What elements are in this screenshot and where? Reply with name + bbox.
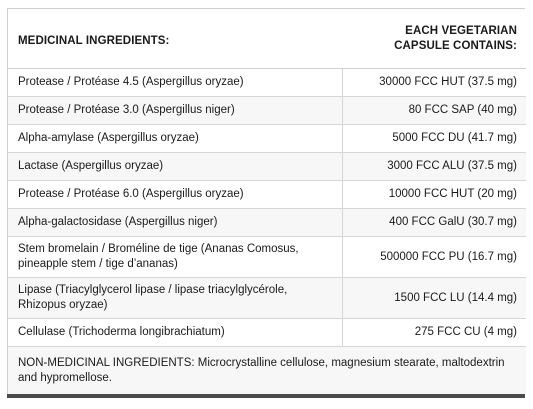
header-each-capsule-contains: EACH VEGETARIAN CAPSULE CONTAINS: <box>342 9 526 69</box>
table-row: Alpha-amylase (Aspergillus oryzae) 5000 … <box>8 124 526 153</box>
ingredient-amount: 1500 FCC LU (14.4 mg) <box>342 277 526 319</box>
non-medicinal-row: NON-MEDICINAL INGREDIENTS: Microcrystall… <box>8 346 526 394</box>
ingredient-amount: 80 FCC SAP (40 mg) <box>342 96 526 125</box>
ingredients-table: MEDICINAL INGREDIENTS: EACH VEGETARIAN C… <box>8 9 526 394</box>
table-row: Lipase (Triacylglycerol lipase / lipase … <box>8 277 526 319</box>
ingredient-name: Protease / Protéase 3.0 (Aspergillus nig… <box>8 96 343 125</box>
header-medicinal-ingredients: MEDICINAL INGREDIENTS: <box>8 9 342 69</box>
ingredient-name: Lipase (Triacylglycerol lipase / lipase … <box>8 277 343 319</box>
table-row: Alpha-galactosidase (Aspergillus niger) … <box>8 208 526 237</box>
ingredient-amount: 400 FCC GalU (30.7 mg) <box>342 208 526 237</box>
ingredient-amount: 30000 FCC HUT (37.5 mg) <box>342 68 526 97</box>
ingredient-name: Lactase (Aspergillus oryzae) <box>8 152 343 181</box>
table-row: Cellulase (Trichoderma longibrachiatum) … <box>8 318 526 347</box>
ingredient-name: Alpha-galactosidase (Aspergillus niger) <box>8 208 343 237</box>
ingredient-amount: 500000 FCC PU (16.7 mg) <box>342 236 526 278</box>
ingredients-table-container: MEDICINAL INGREDIENTS: EACH VEGETARIAN C… <box>7 8 526 396</box>
table-row: Protease / Protéase 4.5 (Aspergillus ory… <box>8 68 526 97</box>
non-medicinal-ingredients: NON-MEDICINAL INGREDIENTS: Microcrystall… <box>8 346 526 394</box>
bottom-divider <box>7 394 525 398</box>
table-row: Protease / Protéase 6.0 (Aspergillus ory… <box>8 180 526 209</box>
table-header-row: MEDICINAL INGREDIENTS: EACH VEGETARIAN C… <box>8 9 526 69</box>
ingredient-amount: 275 FCC CU (4 mg) <box>342 318 526 347</box>
ingredient-name: Alpha-amylase (Aspergillus oryzae) <box>8 124 343 153</box>
ingredient-amount: 3000 FCC ALU (37.5 mg) <box>342 152 526 181</box>
table-row: Stem bromelain / Broméline de tige (Anan… <box>8 236 526 278</box>
ingredient-name: Protease / Protéase 4.5 (Aspergillus ory… <box>8 68 343 97</box>
ingredient-name: Cellulase (Trichoderma longibrachiatum) <box>8 318 343 347</box>
table-row: Protease / Protéase 3.0 (Aspergillus nig… <box>8 96 526 125</box>
ingredient-amount: 10000 FCC HUT (20 mg) <box>342 180 526 209</box>
table-row: Lactase (Aspergillus oryzae) 3000 FCC AL… <box>8 152 526 181</box>
ingredient-amount: 5000 FCC DU (41.7 mg) <box>342 124 526 153</box>
ingredient-name: Stem bromelain / Broméline de tige (Anan… <box>8 236 343 278</box>
ingredient-name: Protease / Protéase 6.0 (Aspergillus ory… <box>8 180 343 209</box>
